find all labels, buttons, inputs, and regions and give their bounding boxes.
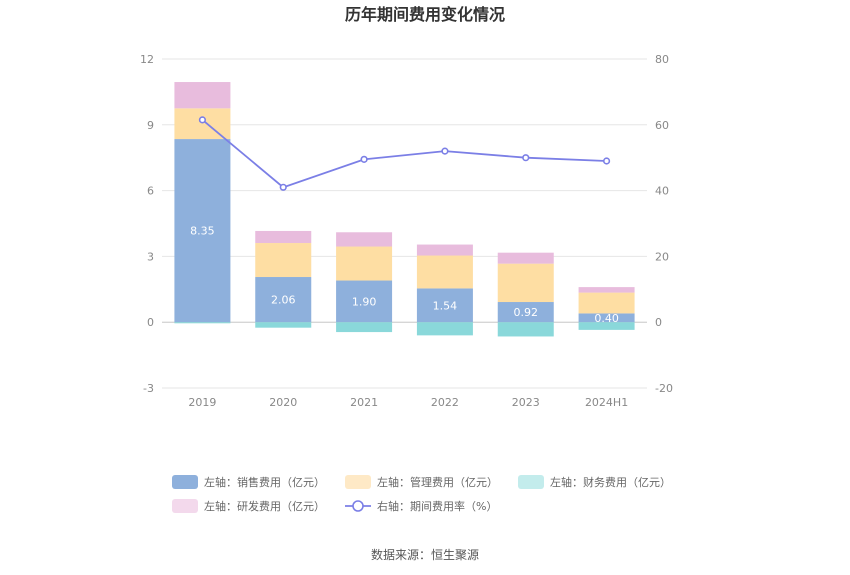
x-tick-label: 2022: [431, 396, 459, 409]
left-tick-label: 6: [147, 185, 154, 198]
x-axis: 2019 2020 2021 2022 2023 2024H1: [188, 396, 628, 409]
right-axis: -20 0 20 40 60 80: [655, 53, 673, 395]
bar: [174, 108, 231, 140]
right-tick-label: 20: [655, 250, 669, 263]
legend-label: 右轴：期间费用率（%）: [377, 499, 497, 513]
bar: [416, 322, 473, 336]
x-tick-label: 2021: [350, 396, 378, 409]
legend-swatch: [518, 475, 544, 489]
bars: [174, 82, 635, 337]
x-tick-label: 2019: [188, 396, 216, 409]
bar: [255, 230, 312, 244]
legend-label: 左轴：管理费用（亿元）: [377, 475, 498, 489]
bar: [255, 277, 312, 323]
data-label: 2.06: [271, 294, 296, 307]
bar: [578, 313, 635, 323]
legend-swatch: [172, 475, 198, 489]
series-line: [201, 119, 607, 189]
legend: 左轴：销售费用（亿元） 左轴：管理费用（亿元） 左轴：财务费用（亿元） 左轴：研发费用…: [172, 475, 671, 513]
data-label: 0.40: [594, 312, 619, 325]
x-tick-label: 2023: [512, 396, 540, 409]
source-note: 数据来源：恒生聚源: [371, 547, 479, 562]
bar: [255, 243, 312, 278]
bar: [416, 255, 473, 289]
grid: [162, 58, 647, 389]
right-tick-label: 80: [655, 53, 669, 66]
line-point: [198, 116, 207, 124]
legend-marker: [352, 500, 364, 512]
bar: [416, 288, 473, 323]
rate-line: [198, 116, 611, 191]
bar: [336, 232, 393, 247]
data-label: 8.35: [190, 225, 215, 238]
bar: [336, 280, 393, 323]
right-tick-label: 0: [655, 316, 662, 329]
line-point: [360, 155, 368, 163]
line-point: [441, 147, 449, 155]
legend-label: 左轴：研发费用（亿元）: [204, 499, 325, 513]
legend-label: 左轴：销售费用（亿元）: [204, 475, 325, 489]
legend-swatch: [345, 475, 371, 489]
bar: [174, 82, 231, 109]
bar: [174, 139, 231, 323]
bar: [497, 252, 554, 264]
bar: [497, 263, 554, 303]
right-tick-label: 60: [655, 119, 669, 132]
left-tick-label: 12: [140, 53, 154, 66]
bar: [174, 322, 231, 324]
bar: [336, 246, 393, 281]
data-label: 1.90: [352, 295, 377, 308]
left-tick-label: 9: [147, 119, 154, 132]
line-point: [522, 154, 530, 162]
left-tick-label: 3: [147, 250, 154, 263]
chart-title: 历年期间费用变化情况: [345, 5, 505, 24]
right-tick-label: 40: [655, 185, 669, 198]
legend-label: 左轴：财务费用（亿元）: [550, 475, 671, 489]
x-tick-label: 2020: [269, 396, 297, 409]
left-tick-label: -3: [143, 382, 154, 395]
bar: [416, 244, 473, 256]
bar-labels: 8.35 2.06 1.90 1.54 0.92 0.40: [190, 225, 619, 325]
left-tick-label: 0: [147, 316, 154, 329]
bar: [578, 292, 635, 314]
bar: [497, 322, 554, 337]
bar: [497, 302, 554, 323]
line-point: [602, 157, 611, 165]
line-point: [279, 183, 287, 191]
data-label: 1.54: [433, 299, 458, 312]
bar: [578, 322, 635, 330]
bar: [255, 322, 312, 328]
bar: [336, 322, 393, 333]
data-label: 0.92: [514, 306, 539, 319]
bar: [578, 287, 635, 293]
legend-swatch: [172, 499, 198, 513]
x-tick-label: 2024H1: [585, 396, 628, 409]
right-tick-label: -20: [655, 382, 673, 395]
left-axis: -3 0 3 6 9 12: [140, 53, 154, 395]
